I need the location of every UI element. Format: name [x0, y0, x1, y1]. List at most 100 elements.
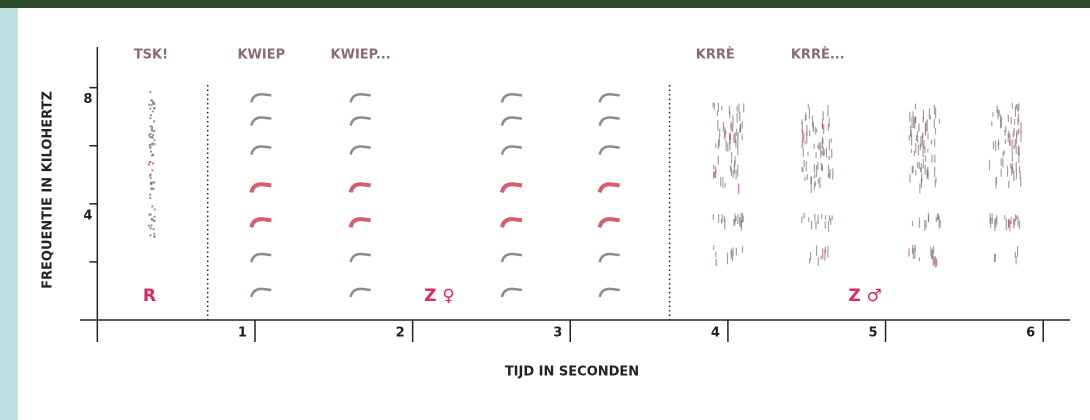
call-sound: [801, 103, 834, 266]
call-sound: [712, 102, 745, 267]
x-tick-label: 3: [553, 326, 562, 341]
harmonic: [348, 182, 371, 193]
sound-dot: [148, 103, 151, 106]
sound-dot: [150, 150, 153, 153]
harmonic: [349, 93, 371, 103]
harmonic: [250, 116, 272, 126]
harmonic: [597, 217, 620, 228]
sound-dot: [149, 132, 152, 135]
sound-dot: [148, 143, 151, 146]
harmonic: [500, 93, 523, 103]
sound-dot: [153, 129, 156, 132]
sound-dot: [148, 161, 151, 164]
top-band: [0, 0, 1090, 8]
sound-dot: [153, 181, 156, 184]
call-label: KRRÈ...: [791, 47, 845, 63]
sound-dot: [150, 128, 153, 131]
harmonic: [250, 287, 272, 298]
group-label: R: [143, 286, 156, 306]
sound-dot: [150, 104, 153, 107]
harmonic: [499, 217, 523, 228]
sound-dot: [153, 143, 156, 146]
harmonic: [598, 287, 620, 298]
sound-dot: [149, 193, 152, 196]
harmonic: [598, 252, 620, 263]
sound-dot: [153, 215, 156, 218]
call-sound: [348, 93, 371, 298]
sound-dot: [153, 232, 156, 235]
sound-dot: [152, 162, 155, 165]
call-label: TSK!: [134, 48, 168, 63]
harmonic: [500, 116, 523, 126]
sound-dot: [150, 224, 153, 227]
sound-dot: [151, 126, 154, 129]
sound-dot: [149, 173, 152, 176]
sound-dot: [150, 136, 153, 139]
sound-dot: [149, 107, 152, 110]
x-tick-label: 6: [1026, 326, 1035, 341]
harmonic: [598, 93, 620, 103]
y-axis-title: FREQUENTIE IN KILOHERTZ: [41, 91, 56, 289]
side-band: [0, 8, 18, 420]
call-sound: [597, 93, 620, 298]
sound-dot: [152, 134, 155, 137]
sound-dot: [148, 213, 151, 216]
call-label: KRRÈ: [696, 47, 735, 63]
sound-dot: [153, 235, 156, 238]
harmonic: [348, 217, 371, 228]
sound-dot: [147, 224, 150, 227]
sound-dot: [149, 114, 152, 117]
sound-dot: [152, 153, 155, 156]
harmonic: [598, 116, 620, 126]
group-label: Z ♀: [424, 286, 455, 306]
sound-dot: [151, 169, 154, 172]
sound-dot: [148, 134, 151, 137]
sound-dot: [149, 213, 152, 216]
call-sound: [988, 102, 1022, 265]
y-tick-label: 4: [83, 208, 92, 223]
call-label: KWIEP...: [331, 48, 391, 63]
sound-dot: [149, 176, 152, 179]
sound-dot: [153, 208, 156, 211]
harmonic: [249, 217, 272, 228]
call-sound: [499, 93, 523, 298]
harmonic: [500, 252, 523, 263]
sound-dot: [150, 154, 153, 157]
sound-dot: [151, 143, 154, 146]
harmonic: [250, 145, 272, 155]
harmonic: [500, 287, 523, 298]
sound-dot: [149, 125, 152, 128]
harmonic: [249, 182, 272, 193]
sound-dot: [153, 219, 156, 222]
sound-dot: [153, 107, 156, 110]
harmonic: [597, 182, 620, 193]
sound-dot: [152, 101, 155, 104]
y-tick-label: 8: [83, 92, 92, 107]
group-label: Z ♂: [848, 286, 882, 306]
sound-dot: [153, 139, 156, 142]
x-axis-title: TIJD IN SECONDEN: [505, 365, 639, 380]
call-sound: [147, 91, 156, 238]
sound-dot: [149, 135, 152, 138]
sound-dot: [152, 181, 155, 184]
sound-dot: [152, 228, 155, 231]
sound-dot: [150, 99, 153, 102]
x-tick-label: 4: [711, 326, 720, 341]
x-tick-label: 2: [396, 326, 405, 341]
sound-dot: [149, 146, 152, 149]
harmonic: [499, 182, 523, 193]
sound-dot: [151, 136, 154, 139]
sound-dot: [149, 174, 152, 177]
sound-dot: [151, 129, 154, 132]
sound-dot: [151, 142, 154, 145]
sound-dot: [149, 227, 152, 230]
harmonic: [500, 145, 523, 155]
sound-dot: [153, 120, 156, 123]
sound-dot: [149, 234, 152, 237]
sound-dot: [151, 110, 154, 113]
sound-dot: [149, 117, 152, 120]
harmonic: [250, 252, 272, 263]
sound-dot: [148, 163, 151, 166]
sound-dot: [153, 103, 156, 106]
